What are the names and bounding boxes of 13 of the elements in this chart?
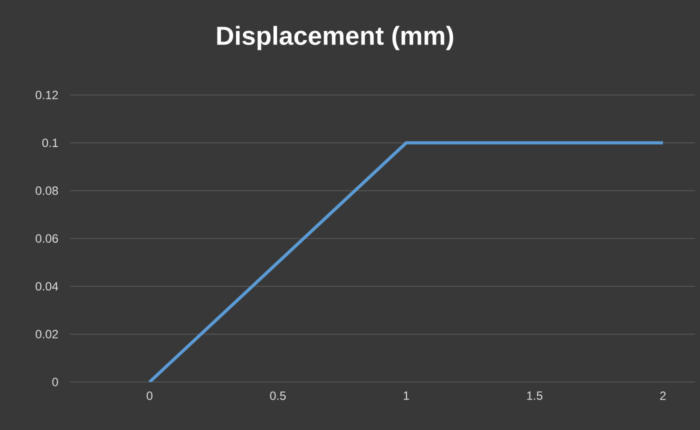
y-tick-label: 0.08 xyxy=(36,186,58,195)
x-tick-label: 0 xyxy=(146,392,152,400)
y-tick-label: 0.1 xyxy=(42,138,58,148)
x-tick-label: 0.5 xyxy=(270,392,286,400)
x-tick-label: 2 xyxy=(660,392,666,400)
y-tick-label: 0.04 xyxy=(36,282,58,291)
chart-title: Displacement (mm) xyxy=(217,26,454,50)
x-tick-label: 1.5 xyxy=(527,392,542,400)
y-tick-label: 0.06 xyxy=(36,234,58,243)
y-tick-label: 0 xyxy=(52,378,58,386)
x-tick-label: 1 xyxy=(404,392,409,400)
y-tick-label: 0.12 xyxy=(36,90,58,100)
y-tick-label: 0.02 xyxy=(36,330,58,338)
